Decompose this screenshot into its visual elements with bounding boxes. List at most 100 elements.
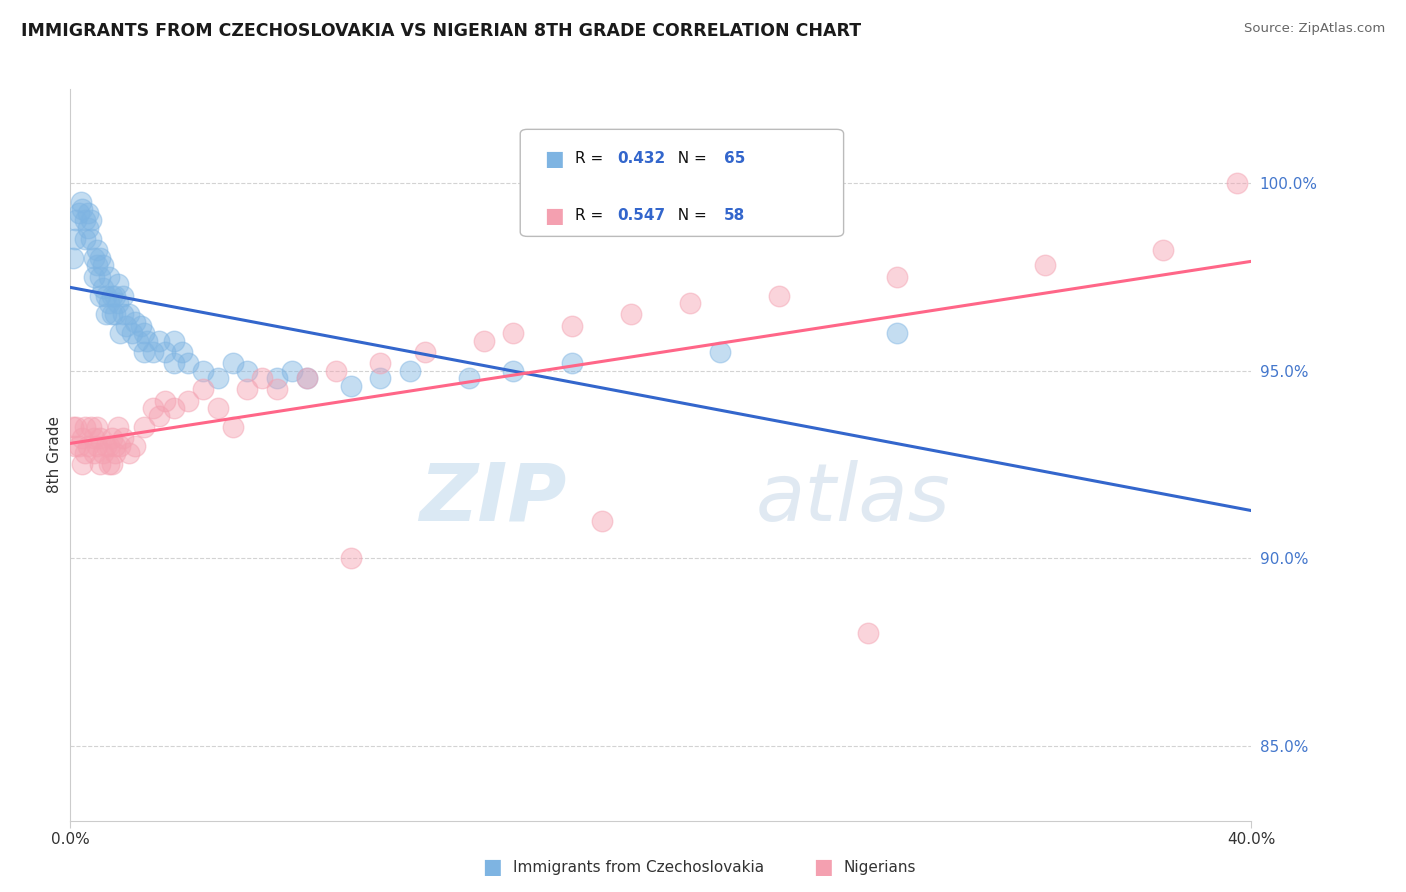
Point (162, 356, 186, 370)
Point (162, 334, 186, 348)
Point (118, 307, 141, 321)
Point (172, 344, 194, 359)
Point (502, 363, 524, 377)
Point (89, 288, 111, 302)
Point (1226, 176, 1249, 190)
Point (110, 326, 132, 340)
Point (340, 378, 363, 392)
Text: IMMIGRANTS FROM CZECHOSLOVAKIA VS NIGERIAN 8TH GRADE CORRELATION CHART: IMMIGRANTS FROM CZECHOSLOVAKIA VS NIGERI… (21, 22, 862, 40)
Text: atlas: atlas (755, 459, 950, 538)
Point (104, 446, 127, 460)
Point (1033, 259, 1056, 273)
Point (236, 363, 259, 377)
Point (207, 371, 229, 385)
Point (112, 307, 135, 321)
Point (118, 446, 141, 460)
Point (399, 363, 422, 377)
Point (89, 269, 111, 284)
Point (886, 326, 908, 340)
Point (709, 344, 731, 359)
Point (561, 318, 583, 333)
Point (67, 438, 90, 452)
Point (86, 244, 108, 258)
Point (107, 296, 129, 310)
Text: ■: ■ (813, 857, 832, 877)
Point (295, 371, 318, 385)
Point (148, 334, 170, 348)
Point (591, 514, 613, 528)
Point (177, 356, 200, 370)
Point (162, 401, 186, 415)
Point (132, 419, 156, 434)
Point (62, 419, 84, 434)
Point (86, 419, 108, 434)
Point (129, 318, 152, 333)
Point (222, 356, 245, 370)
Point (340, 551, 363, 566)
Point (100, 431, 122, 445)
Point (112, 288, 135, 302)
Text: Immigrants from Czechoslovakia: Immigrants from Czechoslovakia (513, 860, 765, 874)
Point (153, 393, 176, 408)
Point (80, 232, 103, 246)
Point (97, 269, 120, 284)
Point (295, 371, 318, 385)
Point (124, 438, 146, 452)
Point (89, 251, 111, 265)
Point (75, 232, 96, 246)
Point (368, 356, 391, 370)
Point (679, 296, 702, 310)
Point (100, 288, 122, 302)
Point (63, 438, 86, 452)
Point (502, 326, 524, 340)
Point (97, 438, 120, 452)
Point (80, 213, 103, 227)
Point (121, 326, 143, 340)
Point (266, 382, 288, 396)
Point (472, 334, 495, 348)
Text: 0.432: 0.432 (617, 152, 665, 166)
Point (413, 344, 436, 359)
Point (191, 363, 214, 377)
Point (77, 206, 100, 220)
Point (100, 458, 122, 472)
Point (107, 277, 129, 292)
Point (104, 307, 127, 321)
Point (107, 419, 129, 434)
Point (177, 393, 200, 408)
Point (1152, 244, 1174, 258)
Point (222, 419, 245, 434)
Point (368, 371, 391, 385)
Text: Nigerians: Nigerians (844, 860, 917, 874)
Point (148, 409, 170, 423)
Point (80, 419, 103, 434)
Point (97, 296, 120, 310)
Point (236, 382, 259, 396)
Point (65, 419, 87, 434)
Text: Source: ZipAtlas.com: Source: ZipAtlas.com (1244, 22, 1385, 36)
Point (65, 213, 87, 227)
Point (100, 307, 122, 321)
Point (620, 307, 643, 321)
Point (70, 202, 93, 217)
Point (63, 232, 86, 246)
Point (70, 458, 93, 472)
Point (89, 458, 111, 472)
Point (83, 269, 105, 284)
Point (132, 344, 156, 359)
Point (69, 194, 91, 209)
Point (97, 458, 120, 472)
Point (132, 326, 156, 340)
Point (127, 334, 149, 348)
Point (104, 288, 127, 302)
Point (110, 438, 132, 452)
Text: ■: ■ (482, 857, 502, 877)
Point (89, 431, 111, 445)
Text: ZIP: ZIP (419, 459, 567, 538)
Point (325, 363, 347, 377)
Point (94, 307, 117, 321)
Text: ■: ■ (544, 149, 564, 169)
Point (768, 288, 790, 302)
Text: ■: ■ (544, 206, 564, 226)
Point (70, 431, 93, 445)
